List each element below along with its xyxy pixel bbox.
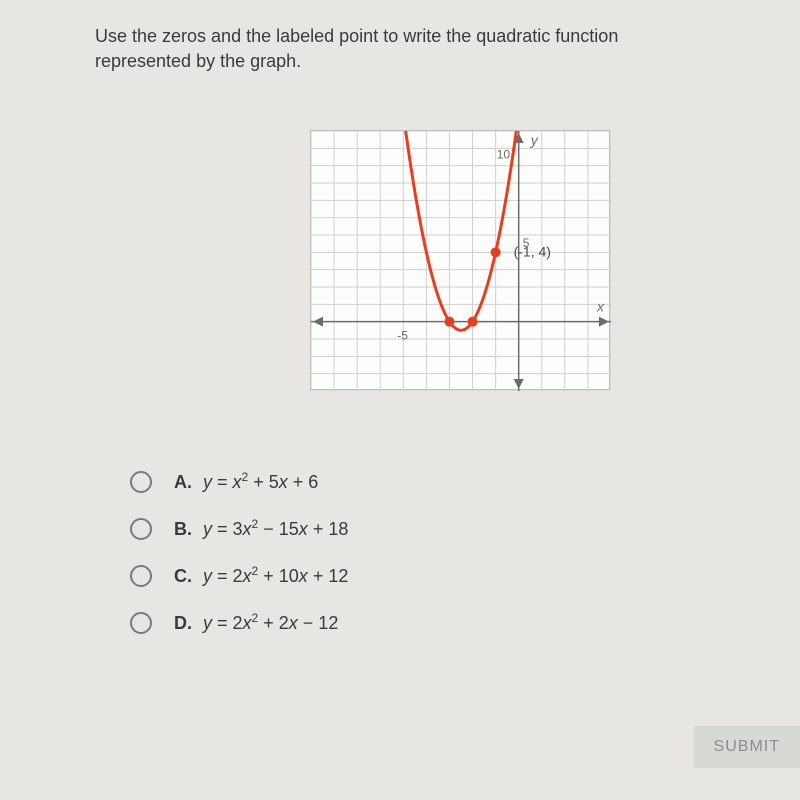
answer-options: A. y = x2 + 5x + 6 B. y = 3x2 − 15x + 18… bbox=[130, 470, 348, 658]
radio-icon[interactable] bbox=[130, 565, 152, 587]
submit-label: SUBMIT bbox=[714, 738, 780, 755]
svg-text:10: 10 bbox=[497, 147, 511, 161]
graph: (-1, 4) 10 5 -5 x y bbox=[310, 130, 610, 390]
option-d[interactable]: D. y = 2x2 + 2x − 12 bbox=[130, 611, 348, 634]
option-c[interactable]: C. y = 2x2 + 10x + 12 bbox=[130, 564, 348, 587]
svg-text:x: x bbox=[596, 299, 605, 315]
option-a-label: A. y = x2 + 5x + 6 bbox=[174, 470, 318, 493]
radio-icon[interactable] bbox=[130, 612, 152, 634]
question-text: Use the zeros and the labeled point to w… bbox=[95, 24, 740, 74]
option-d-label: D. y = 2x2 + 2x − 12 bbox=[174, 611, 338, 634]
graph-svg: (-1, 4) 10 5 -5 x y bbox=[311, 131, 611, 391]
radio-icon[interactable] bbox=[130, 471, 152, 493]
svg-text:-5: -5 bbox=[397, 329, 408, 343]
question-line2: represented by the graph. bbox=[95, 51, 301, 71]
svg-text:5: 5 bbox=[523, 236, 530, 250]
option-b-label: B. y = 3x2 − 15x + 18 bbox=[174, 517, 348, 540]
svg-text:y: y bbox=[530, 132, 539, 148]
option-b[interactable]: B. y = 3x2 − 15x + 18 bbox=[130, 517, 348, 540]
submit-button[interactable]: SUBMIT bbox=[694, 726, 800, 768]
radio-icon[interactable] bbox=[130, 518, 152, 540]
option-a[interactable]: A. y = x2 + 5x + 6 bbox=[130, 470, 348, 493]
question-line1: Use the zeros and the labeled point to w… bbox=[95, 26, 618, 46]
option-c-label: C. y = 2x2 + 10x + 12 bbox=[174, 564, 348, 587]
svg-text:(-1, 4): (-1, 4) bbox=[514, 243, 551, 259]
